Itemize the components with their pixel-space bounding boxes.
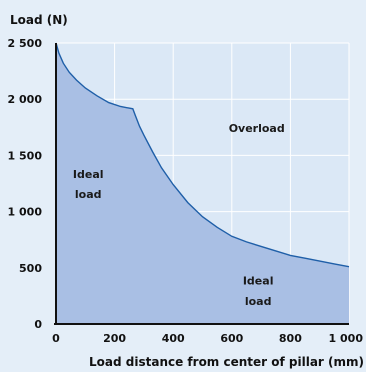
y-tick-label: 500 [19, 262, 42, 275]
y-axis-title: Load (N) [10, 13, 68, 27]
y-tick-label: 1 500 [8, 149, 43, 162]
y-tick-label: 2 500 [8, 37, 43, 50]
x-tick-label: 400 [162, 332, 185, 345]
x-tick-labels: 0 200 400 600 800 1 000 [52, 332, 363, 345]
region-label: Overload [229, 122, 285, 135]
x-tick-label: 0 [52, 332, 60, 345]
x-tick-label: 1 000 [329, 332, 364, 345]
region-label: load [245, 295, 272, 308]
x-tick-label: 600 [220, 332, 243, 345]
x-axis-title: Load distance from center of pillar (mm) [89, 355, 364, 369]
ideal-load-area [56, 43, 349, 324]
load-curve [55, 42, 350, 268]
x-tick-label: 800 [279, 332, 302, 345]
region-labels: Overload Ideal load Ideal load [73, 122, 285, 308]
region-label: load [75, 188, 102, 201]
y-tick-labels: 0 500 1 000 1 500 2 000 2 500 [8, 37, 43, 331]
region-label: Ideal [73, 168, 104, 181]
x-tick-label: 200 [103, 332, 126, 345]
y-tick-label: 0 [34, 318, 42, 331]
y-tick-label: 1 000 [8, 206, 43, 219]
y-tick-label: 2 000 [8, 93, 43, 106]
region-label: Ideal [243, 275, 274, 288]
